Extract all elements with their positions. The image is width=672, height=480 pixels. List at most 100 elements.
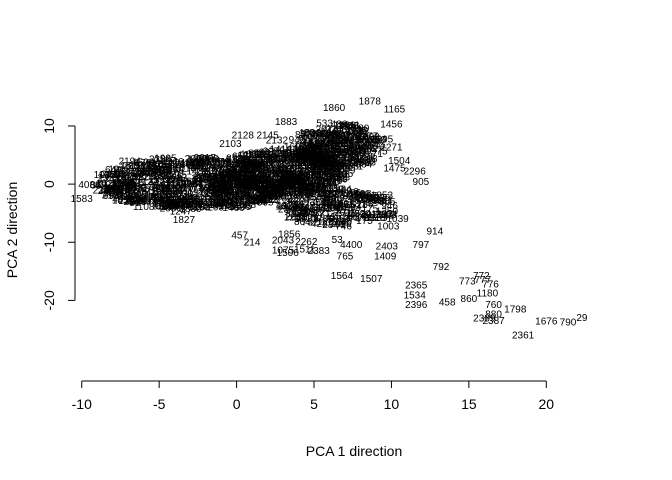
cloud-mark: 193 bbox=[226, 177, 243, 188]
cloud-mark: 2264 bbox=[296, 181, 319, 192]
cloud-mark: 1682 bbox=[270, 171, 293, 182]
cloud-mark: 1739 bbox=[215, 174, 238, 185]
cloud-mark: 2029 bbox=[333, 166, 356, 177]
cloud-mark: 1198 bbox=[318, 167, 340, 178]
cloud-mark: 1404 bbox=[289, 151, 312, 162]
cloud-mark: 1217 bbox=[112, 181, 135, 192]
cloud-mark: 708 bbox=[289, 174, 306, 185]
cloud-mark: 1114 bbox=[166, 195, 187, 206]
cloud-mark: 1035 bbox=[175, 200, 198, 211]
cloud-mark: 587 bbox=[332, 137, 349, 148]
cloud-mark: 520 bbox=[333, 147, 350, 158]
y-axis: -20 -10 0 10 bbox=[41, 118, 76, 311]
cloud-mark: 1292 bbox=[266, 179, 289, 190]
cloud-mark: 1697 bbox=[284, 142, 307, 153]
data-point-label: 1504 bbox=[388, 156, 411, 167]
cloud-mark: 1803 bbox=[216, 197, 239, 208]
cloud-mark: 1128 bbox=[193, 174, 215, 185]
data-point-label: 2262 bbox=[295, 237, 318, 248]
cloud-mark: 451 bbox=[132, 172, 149, 183]
cloud-mark: 828 bbox=[343, 191, 360, 202]
cloud-mark: 195 bbox=[303, 153, 320, 164]
x-tick-label: -10 bbox=[72, 396, 92, 412]
cloud-mark: 1207 bbox=[235, 159, 258, 170]
cloud-mark: 461 bbox=[112, 194, 129, 205]
cloud-mark: 2382 bbox=[355, 144, 378, 155]
cloud-mark: 640 bbox=[113, 187, 130, 198]
cloud-mark: 1181 bbox=[371, 195, 393, 206]
cloud-mark: 1787 bbox=[242, 181, 265, 192]
cloud-mark: 1512 bbox=[120, 161, 143, 172]
cloud-mark: 1496 bbox=[265, 149, 288, 160]
cloud-mark: 341 bbox=[319, 133, 336, 144]
cloud-mark: 1385 bbox=[248, 151, 271, 162]
cloud-mark: 981 bbox=[343, 192, 360, 203]
cloud-mark: 1355 bbox=[195, 167, 218, 178]
cloud-mark: 987 bbox=[304, 155, 321, 166]
cloud-mark: 488 bbox=[289, 158, 306, 169]
cloud-mark: 1945 bbox=[314, 212, 337, 223]
cloud-mark: 2035 bbox=[345, 147, 368, 158]
x-tick-label: -5 bbox=[153, 396, 166, 412]
cloud-mark: 630 bbox=[335, 217, 352, 228]
cloud-mark: 877 bbox=[295, 130, 312, 141]
cloud-mark: 1621 bbox=[345, 200, 368, 211]
cloud-mark: 1925 bbox=[221, 170, 244, 181]
cloud-mark: 1746 bbox=[246, 196, 269, 207]
cloud-mark: 435 bbox=[216, 181, 233, 192]
cloud-mark: 301 bbox=[182, 189, 199, 200]
cloud-mark: 1166 bbox=[243, 150, 265, 161]
cloud-mark: 1834 bbox=[297, 151, 320, 162]
cloud-mark: 161 bbox=[325, 198, 342, 209]
cloud-mark: 1796 bbox=[104, 171, 127, 182]
cloud-mark: 1771 bbox=[266, 191, 289, 202]
cloud-mark: 1279 bbox=[316, 217, 339, 228]
cloud-mark: 227 bbox=[107, 184, 124, 195]
cloud-mark: 1317 bbox=[298, 152, 321, 163]
cloud-mark: 2253 bbox=[347, 158, 370, 169]
cloud-mark: 694 bbox=[306, 143, 323, 154]
cloud-mark: 1947 bbox=[305, 178, 328, 189]
data-point-label: 2365 bbox=[405, 281, 428, 292]
cloud-mark: 1599 bbox=[132, 157, 155, 168]
cloud-mark: 1913 bbox=[108, 164, 131, 175]
cloud-mark: 755 bbox=[235, 155, 252, 166]
cloud-mark: 2311 bbox=[290, 152, 312, 163]
cloud-mark: 1029 bbox=[296, 213, 319, 224]
cloud-mark: 355 bbox=[239, 161, 256, 172]
cloud-mark: 1324 bbox=[254, 180, 277, 191]
cloud-mark: 1196 bbox=[340, 188, 362, 199]
cloud-mark: 993 bbox=[217, 179, 234, 190]
cloud-mark: 1852 bbox=[112, 178, 135, 189]
cloud-mark: 2087 bbox=[320, 129, 343, 140]
cloud-mark: 247 bbox=[155, 171, 172, 182]
cloud-mark: 1008 bbox=[341, 134, 364, 145]
data-point-label: 2132 bbox=[266, 136, 289, 147]
cloud-mark: 22 bbox=[299, 206, 311, 217]
cloud-mark: 1973 bbox=[309, 139, 332, 150]
cloud-mark: 775 bbox=[141, 184, 158, 195]
cloud-mark: 1226 bbox=[368, 193, 391, 204]
cloud-mark: 430 bbox=[323, 177, 340, 188]
data-point-label: 777 bbox=[474, 275, 491, 286]
cloud-mark: 575 bbox=[127, 196, 144, 207]
cloud-mark: 510 bbox=[188, 160, 205, 171]
cloud-mark: 80 bbox=[151, 192, 163, 203]
cloud-mark: 1525 bbox=[193, 172, 216, 183]
cloud-mark: 1489 bbox=[186, 166, 209, 177]
cloud-mark: 688 bbox=[342, 162, 359, 173]
cloud-mark: 75 bbox=[160, 167, 172, 178]
cloud-mark: 1421 bbox=[125, 184, 148, 195]
cloud-mark: 1100 bbox=[174, 185, 196, 196]
cloud-mark: 1355 bbox=[280, 164, 303, 175]
cloud-mark: 1735 bbox=[259, 189, 282, 200]
cloud-mark: 1108 bbox=[260, 159, 282, 170]
cloud-mark: 1591 bbox=[148, 175, 171, 186]
cloud-mark: 1 bbox=[283, 201, 289, 212]
data-point-label: 1564 bbox=[331, 271, 354, 282]
cloud-mark: 2144 bbox=[347, 192, 370, 203]
cloud-mark: 805 bbox=[127, 194, 144, 205]
cloud-mark: 1494 bbox=[257, 186, 280, 197]
cloud-mark: 364 bbox=[242, 163, 259, 174]
cloud-mark: 589 bbox=[161, 189, 178, 200]
